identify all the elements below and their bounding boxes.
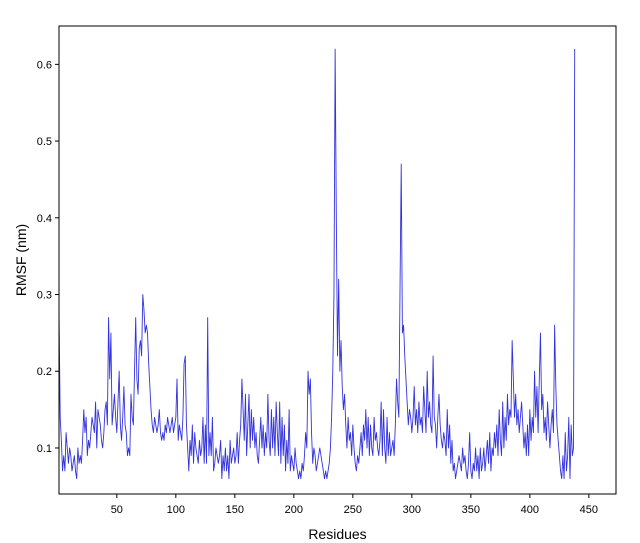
x-tick-label: 100 [167,504,185,516]
y-axis-ticks: 0.1 0.2 0.3 0.4 0.5 0.6 [37,59,59,455]
y-tick-label: 0.6 [37,59,52,71]
x-tick-label: 400 [521,504,539,516]
x-tick-label: 250 [344,504,362,516]
y-tick-label: 0.4 [37,213,52,225]
x-axis-ticks: 50 100 150 200 250 300 350 400 450 [111,494,598,516]
y-tick-label: 0.3 [37,290,52,302]
x-axis-title: Residues [308,526,366,542]
plot-frame [58,25,617,495]
rmsf-series-line [58,48,576,480]
x-tick-label: 200 [285,504,303,516]
x-tick-label: 150 [226,504,244,516]
plot-area [58,48,576,480]
x-tick-label: 300 [403,504,421,516]
x-tick-label: 350 [462,504,480,516]
y-axis-title: RMSF (nm) [13,224,29,296]
x-tick-label: 450 [580,504,598,516]
y-tick-label: 0.2 [37,366,52,378]
y-tick-label: 0.1 [37,443,52,455]
x-tick-label: 50 [111,504,123,516]
y-tick-label: 0.5 [37,136,52,148]
